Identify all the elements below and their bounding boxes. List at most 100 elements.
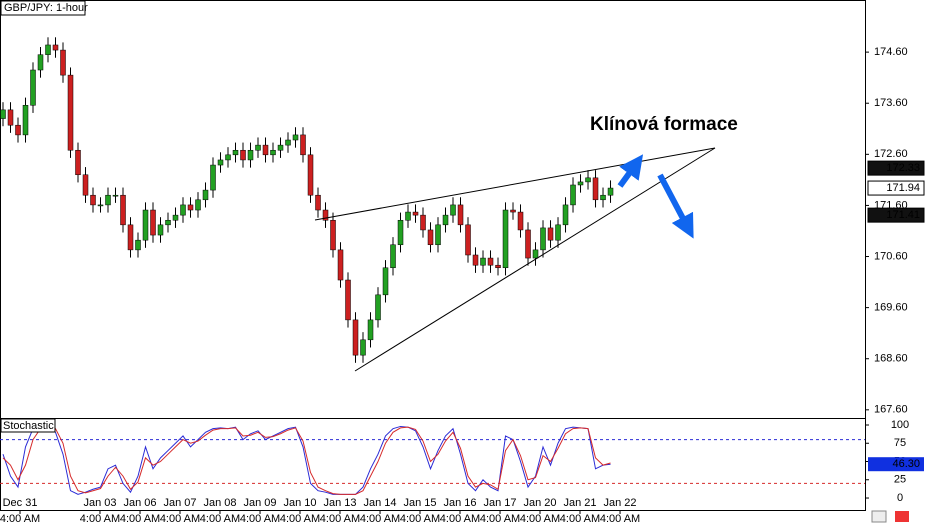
candle-body xyxy=(390,244,396,269)
candle-body xyxy=(540,227,546,251)
candle-body xyxy=(37,54,44,71)
candle-body xyxy=(127,224,134,251)
candle-body xyxy=(180,204,186,216)
x-tick-label: Jan 13 xyxy=(323,497,356,509)
candle-body xyxy=(60,49,66,76)
x-tick-label: Jan 10 xyxy=(283,497,316,509)
scroll-button[interactable] xyxy=(871,510,887,523)
x-tick-sublabel: 4:00 AM xyxy=(520,513,560,525)
candle-body xyxy=(360,339,366,356)
x-tick-sublabel: 4:00 AM xyxy=(120,513,160,525)
chart-title: GBP/JPY: 1-hour xyxy=(4,2,88,14)
x-tick-label: Jan 21 xyxy=(563,497,596,509)
candle-body xyxy=(157,224,164,236)
candle-body xyxy=(112,194,119,197)
candle-body xyxy=(577,181,584,186)
candle-body xyxy=(525,229,531,259)
y-tick-label: 100 xyxy=(891,419,909,431)
candle-body xyxy=(427,229,434,246)
y-tick-label: 167.60 xyxy=(874,404,908,416)
main-panel xyxy=(0,0,866,419)
x-tick-sublabel: 4:00 AM xyxy=(320,513,360,525)
x-tick-sublabel: 4:00 AM xyxy=(280,513,320,525)
y-tick-label: 25 xyxy=(894,474,906,486)
stochastic-line xyxy=(2,425,611,495)
candle-body xyxy=(420,214,426,231)
candle-body xyxy=(217,159,224,166)
candle-body xyxy=(382,267,389,296)
value-tag xyxy=(868,457,924,472)
candle-body xyxy=(15,124,21,136)
candle-body xyxy=(97,204,104,207)
x-tick-sublabel: 4:00 AM xyxy=(560,513,600,525)
x-tick-label: Jan 17 xyxy=(484,497,517,509)
x-tick-sublabel: 4:00 AM xyxy=(360,513,400,525)
candle-body xyxy=(517,211,524,231)
x-tick-label: Jan 07 xyxy=(163,497,196,509)
candle-body xyxy=(510,209,516,213)
price-tag-label: 172.33 xyxy=(886,162,920,174)
candle-body xyxy=(22,105,29,136)
candle-body xyxy=(307,154,314,196)
candle-body xyxy=(412,211,419,216)
candle-body xyxy=(600,194,606,201)
wedge-lower xyxy=(354,147,716,372)
x-tick-label: Jan 14 xyxy=(364,497,397,509)
x-tick-label: Jan 22 xyxy=(604,497,637,509)
candle-body xyxy=(562,204,569,226)
candle-body xyxy=(67,74,74,151)
x-tick-label: Jan 08 xyxy=(203,497,236,509)
y-tick-label: 172.60 xyxy=(874,148,908,160)
candle-body xyxy=(270,149,276,156)
candle-body xyxy=(90,194,96,206)
candle-body xyxy=(367,319,374,341)
candle-body xyxy=(322,209,329,221)
candle-body xyxy=(472,254,479,266)
candle-body xyxy=(495,264,501,269)
candle-body xyxy=(82,174,89,196)
title-box xyxy=(0,0,86,16)
candle-body xyxy=(502,209,509,269)
candle-body xyxy=(150,209,156,236)
x-tick-sublabel: 4:00 AM xyxy=(400,513,440,525)
price-tag-label: 171.41 xyxy=(886,209,920,221)
candle-body xyxy=(435,224,441,246)
candle-body xyxy=(255,144,261,151)
scroll-end-button[interactable] xyxy=(895,511,909,522)
candle-body xyxy=(120,194,126,226)
candle-body xyxy=(300,134,306,156)
candle-body xyxy=(202,189,209,201)
stochastic-line xyxy=(2,425,611,495)
x-tick-sublabel: 4:00 AM xyxy=(440,513,480,525)
x-tick-label: Jan 20 xyxy=(524,497,557,509)
sub-title-box xyxy=(0,418,56,433)
candle-body xyxy=(292,134,299,141)
candle-body xyxy=(225,154,231,161)
y-tick-label: 170.60 xyxy=(874,250,908,262)
price-tag xyxy=(867,160,925,176)
value-tag-label: 46.30 xyxy=(892,458,920,470)
x-tick-sublabel: 4:00 AM xyxy=(600,513,640,525)
candle-body xyxy=(172,214,179,221)
x-tick-sublabel: 4:00 AM xyxy=(160,513,200,525)
x-tick-label: Dec 31 xyxy=(3,497,38,509)
candle-body xyxy=(135,239,141,251)
y-tick-label: 168.60 xyxy=(874,353,908,365)
candle-body xyxy=(450,204,456,216)
sub-title: Stochastic xyxy=(3,420,54,432)
price-tag-label: 171.94 xyxy=(886,182,920,194)
x-tick-label: Jan 15 xyxy=(403,497,436,509)
candle-body xyxy=(487,257,494,266)
candle-body xyxy=(457,204,464,226)
wedge-upper xyxy=(314,147,716,221)
x-tick-sublabel: 4:00 AM xyxy=(240,513,280,525)
x-tick-label: Jan 09 xyxy=(244,497,277,509)
candle-body xyxy=(165,219,171,226)
candle-body xyxy=(585,177,591,183)
candle-body xyxy=(547,227,554,241)
candle-body xyxy=(52,44,59,51)
y-tick-label: 75 xyxy=(894,437,906,449)
candle-body xyxy=(592,177,599,201)
candle-body xyxy=(187,204,194,211)
candle-body xyxy=(142,209,149,241)
